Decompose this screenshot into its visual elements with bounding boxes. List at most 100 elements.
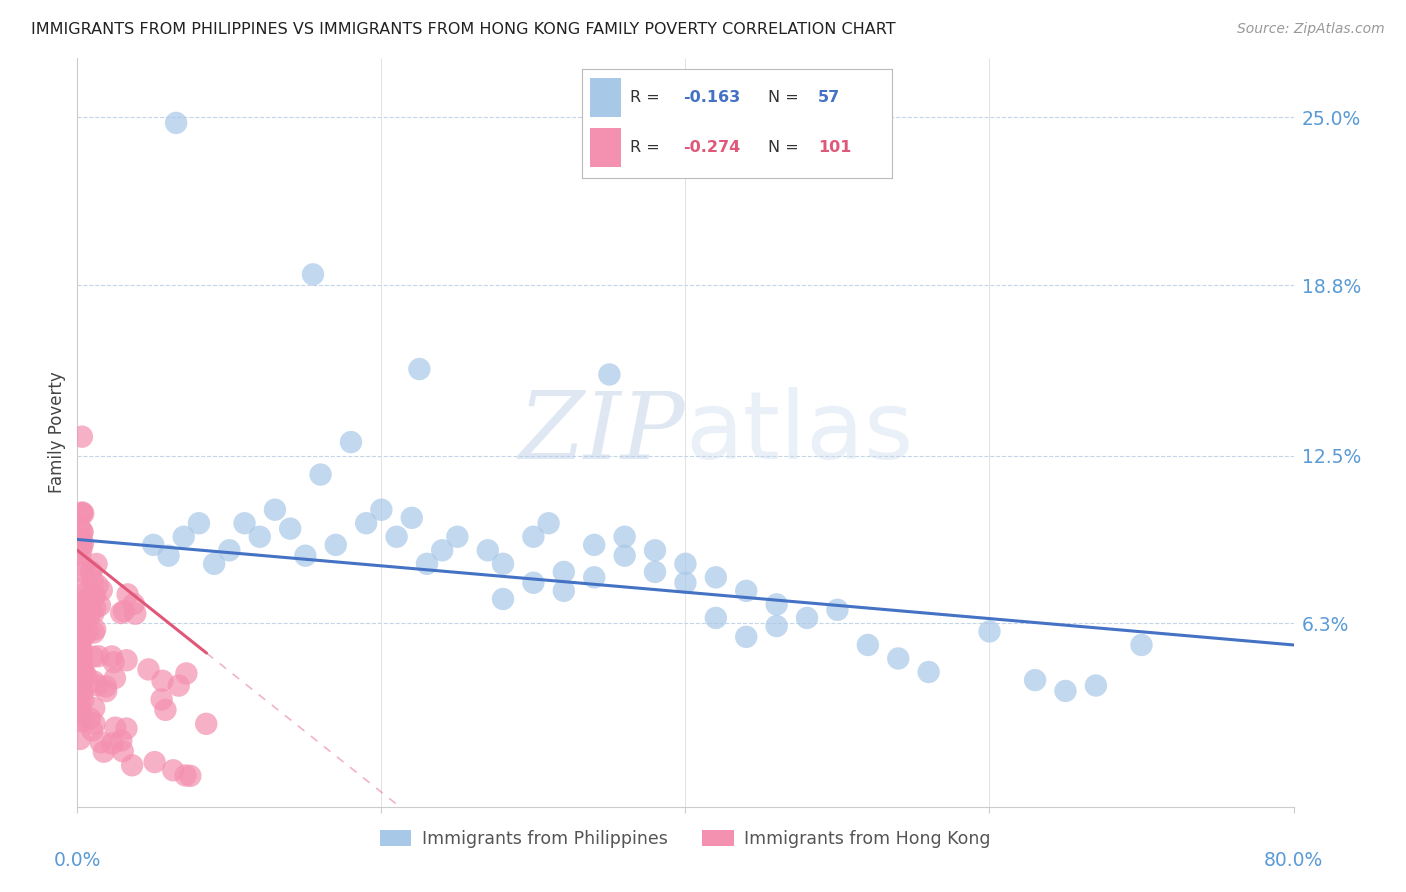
Point bbox=[70, 644, 93, 658]
Point bbox=[121, 758, 143, 772]
Point bbox=[80, 565, 103, 579]
Point bbox=[110, 733, 132, 747]
Point bbox=[72, 581, 94, 595]
Text: atlas: atlas bbox=[686, 386, 914, 479]
Point bbox=[492, 591, 515, 606]
Text: Source: ZipAtlas.com: Source: ZipAtlas.com bbox=[1237, 22, 1385, 37]
Point bbox=[67, 696, 90, 710]
Point bbox=[70, 603, 93, 617]
Point bbox=[233, 516, 256, 531]
Point bbox=[75, 669, 97, 683]
Point bbox=[70, 538, 93, 552]
Point bbox=[83, 591, 105, 605]
Point bbox=[67, 655, 90, 669]
Point bbox=[93, 745, 115, 759]
Point bbox=[73, 607, 96, 621]
Y-axis label: Family Poverty: Family Poverty bbox=[48, 372, 66, 493]
Point bbox=[69, 519, 91, 533]
Point bbox=[69, 702, 91, 716]
Point bbox=[83, 674, 105, 689]
Point bbox=[70, 541, 93, 556]
Point bbox=[150, 692, 173, 706]
Point bbox=[110, 606, 132, 620]
Point bbox=[72, 613, 94, 627]
Point bbox=[82, 574, 104, 588]
Point bbox=[77, 591, 100, 605]
Point bbox=[70, 606, 93, 620]
Point bbox=[90, 583, 112, 598]
Point bbox=[979, 624, 1001, 639]
Point bbox=[1054, 684, 1077, 698]
Point bbox=[73, 606, 96, 620]
Point bbox=[446, 530, 468, 544]
Point bbox=[69, 642, 91, 657]
Point bbox=[100, 649, 122, 664]
Point bbox=[152, 673, 174, 688]
Point bbox=[124, 607, 146, 621]
Point bbox=[264, 502, 287, 516]
Point bbox=[162, 764, 184, 778]
Point bbox=[104, 721, 127, 735]
Point bbox=[70, 660, 93, 674]
Point bbox=[72, 693, 94, 707]
Point bbox=[583, 538, 606, 552]
Point bbox=[69, 708, 91, 723]
Point bbox=[112, 604, 135, 618]
Point bbox=[165, 116, 187, 130]
Point bbox=[77, 592, 100, 607]
Point bbox=[598, 368, 620, 382]
Point bbox=[796, 611, 818, 625]
Point bbox=[72, 665, 94, 679]
Point bbox=[82, 607, 104, 621]
Point bbox=[83, 625, 105, 640]
Point bbox=[70, 651, 93, 665]
Point bbox=[70, 658, 93, 673]
Point bbox=[83, 701, 105, 715]
Point bbox=[69, 602, 91, 616]
Point bbox=[765, 619, 787, 633]
Point bbox=[856, 638, 879, 652]
Point bbox=[155, 703, 177, 717]
Point bbox=[176, 666, 198, 681]
Point bbox=[644, 565, 666, 579]
Point bbox=[143, 755, 166, 769]
Point bbox=[77, 624, 100, 638]
Legend: Immigrants from Philippines, Immigrants from Hong Kong: Immigrants from Philippines, Immigrants … bbox=[373, 822, 998, 855]
Point bbox=[117, 587, 139, 601]
Point bbox=[249, 530, 271, 544]
Point bbox=[82, 723, 104, 738]
Point bbox=[202, 557, 225, 571]
Point bbox=[70, 533, 93, 548]
Point bbox=[84, 600, 107, 615]
Point bbox=[86, 678, 108, 692]
Point bbox=[354, 516, 377, 531]
Point bbox=[477, 543, 499, 558]
Point bbox=[522, 575, 544, 590]
Point bbox=[73, 559, 96, 574]
Point bbox=[103, 655, 125, 669]
Point bbox=[325, 538, 347, 552]
Point bbox=[72, 685, 94, 699]
Point bbox=[613, 549, 636, 563]
Point bbox=[401, 511, 423, 525]
Point bbox=[101, 737, 124, 751]
Point bbox=[72, 536, 94, 550]
Point bbox=[157, 549, 180, 563]
Point bbox=[84, 588, 107, 602]
Text: IMMIGRANTS FROM PHILIPPINES VS IMMIGRANTS FROM HONG KONG FAMILY POVERTY CORRELAT: IMMIGRANTS FROM PHILIPPINES VS IMMIGRANT… bbox=[31, 22, 896, 37]
Point bbox=[69, 634, 91, 648]
Point bbox=[142, 538, 165, 552]
Point bbox=[86, 557, 108, 571]
Point bbox=[83, 716, 105, 731]
Point bbox=[104, 671, 127, 685]
Point bbox=[408, 362, 430, 376]
Point bbox=[87, 578, 110, 592]
Point bbox=[492, 557, 515, 571]
Point bbox=[735, 583, 758, 598]
Point bbox=[1130, 638, 1153, 652]
Point bbox=[309, 467, 332, 482]
Text: 80.0%: 80.0% bbox=[1264, 851, 1323, 870]
Point bbox=[704, 611, 727, 625]
Point bbox=[537, 516, 560, 531]
Point bbox=[115, 653, 138, 667]
